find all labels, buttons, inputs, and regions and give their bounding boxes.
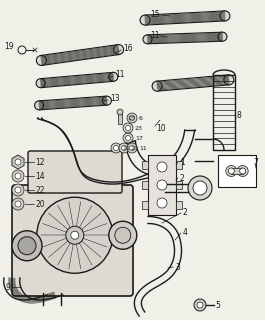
Circle shape (102, 96, 111, 105)
Circle shape (157, 198, 167, 208)
Bar (142, 201, 148, 209)
Circle shape (15, 201, 21, 207)
Circle shape (237, 165, 248, 177)
Circle shape (12, 198, 24, 210)
Circle shape (35, 101, 43, 110)
Circle shape (117, 109, 123, 115)
Circle shape (126, 135, 130, 140)
Circle shape (197, 302, 203, 308)
Bar (41, 44, 119, 65)
Text: 10: 10 (156, 124, 166, 132)
Polygon shape (12, 155, 24, 169)
Circle shape (36, 79, 45, 88)
Text: 2: 2 (183, 207, 188, 217)
Bar (176, 201, 182, 209)
Circle shape (127, 113, 137, 123)
Circle shape (127, 143, 137, 153)
Text: 15: 15 (150, 10, 160, 19)
Circle shape (121, 146, 126, 150)
Text: 23: 23 (131, 146, 139, 150)
Circle shape (113, 146, 118, 150)
Circle shape (157, 162, 167, 172)
Bar (213, 75, 235, 150)
FancyBboxPatch shape (28, 151, 122, 193)
Text: 5: 5 (215, 300, 220, 309)
Circle shape (224, 75, 234, 85)
Bar (118, 112, 122, 124)
Circle shape (123, 123, 133, 133)
Circle shape (119, 143, 129, 153)
Circle shape (109, 221, 137, 249)
Circle shape (194, 299, 206, 311)
Circle shape (15, 187, 21, 193)
Text: 3: 3 (175, 263, 180, 273)
Text: 4: 4 (183, 228, 188, 236)
Circle shape (109, 72, 118, 81)
Text: 12: 12 (35, 157, 45, 166)
Circle shape (130, 146, 135, 150)
Circle shape (36, 55, 46, 65)
Text: 11: 11 (150, 30, 160, 39)
Circle shape (240, 168, 246, 174)
Circle shape (123, 133, 133, 143)
Circle shape (193, 181, 207, 195)
Circle shape (12, 231, 42, 261)
Text: 21: 21 (123, 146, 131, 150)
Text: 2: 2 (180, 173, 185, 182)
Text: 1: 1 (180, 157, 185, 166)
Bar (157, 75, 229, 91)
FancyBboxPatch shape (12, 185, 133, 296)
Bar (176, 161, 182, 169)
Circle shape (12, 170, 24, 182)
Circle shape (15, 159, 21, 165)
Text: 18: 18 (127, 116, 135, 121)
Bar (231, 168, 243, 174)
Text: 23: 23 (135, 125, 143, 131)
Circle shape (71, 231, 79, 239)
Bar (145, 11, 225, 25)
Circle shape (18, 237, 36, 255)
Text: 13: 13 (110, 93, 120, 102)
Bar (40, 72, 114, 88)
Circle shape (66, 226, 84, 244)
Text: 9: 9 (5, 283, 10, 292)
Circle shape (226, 165, 237, 177)
Circle shape (111, 143, 121, 153)
Circle shape (218, 32, 227, 41)
Text: 17: 17 (135, 135, 143, 140)
Bar (142, 181, 148, 189)
Circle shape (130, 116, 135, 121)
Bar (147, 32, 223, 44)
Circle shape (15, 173, 21, 179)
Bar (148, 155, 176, 215)
Text: 14: 14 (35, 172, 45, 180)
Bar (218, 155, 256, 187)
Circle shape (12, 184, 24, 196)
Text: 19: 19 (4, 42, 14, 51)
Circle shape (152, 81, 162, 91)
Text: 16: 16 (123, 44, 132, 52)
Text: 11: 11 (115, 69, 125, 78)
Circle shape (188, 176, 212, 200)
Bar (142, 161, 148, 169)
Bar (39, 96, 107, 110)
Circle shape (115, 227, 131, 243)
Circle shape (37, 197, 113, 273)
Circle shape (220, 11, 230, 21)
Text: 11: 11 (139, 146, 147, 150)
Circle shape (140, 15, 150, 25)
Text: 22: 22 (35, 186, 45, 195)
Text: 8: 8 (237, 110, 242, 119)
Text: 20: 20 (35, 199, 45, 209)
Bar (176, 181, 182, 189)
Circle shape (126, 125, 130, 131)
Circle shape (114, 44, 123, 55)
Circle shape (143, 35, 152, 44)
Circle shape (157, 180, 167, 190)
Text: 7: 7 (253, 157, 258, 166)
Circle shape (228, 168, 234, 174)
Text: 6: 6 (139, 116, 143, 121)
